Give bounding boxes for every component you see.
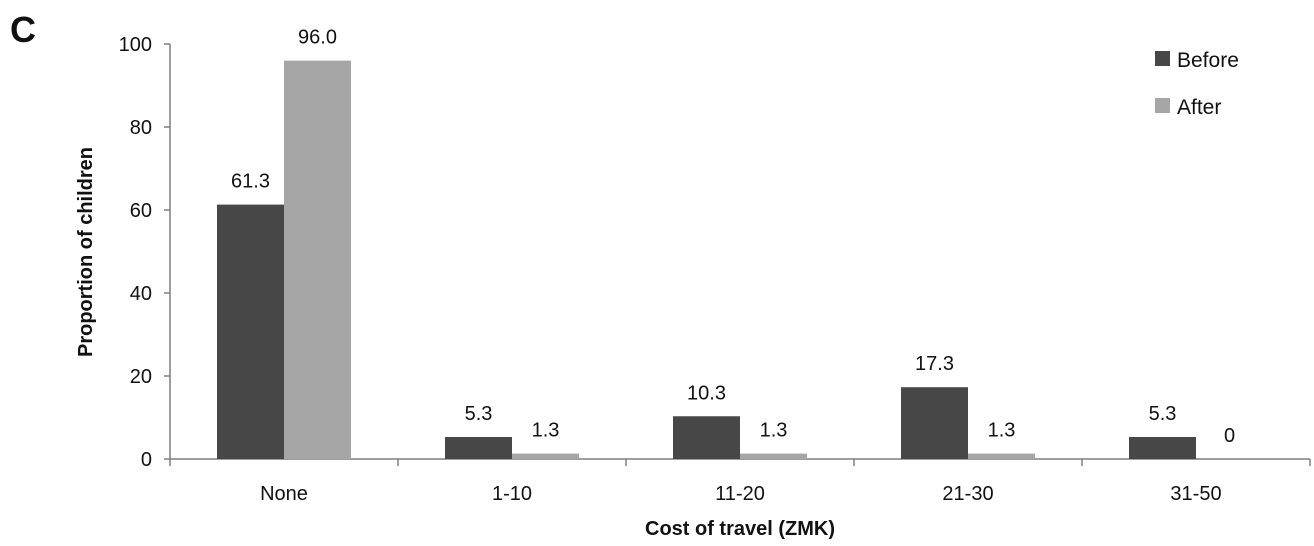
data-label: 96.0	[298, 27, 337, 49]
bars	[217, 60, 1196, 459]
y-tick-label: 0	[141, 449, 152, 471]
data-labels: 61.3 5.3 10.3 17.3 5.3 96.0 1.3 1.3 1.3 0	[231, 27, 1235, 447]
x-tick-label: 1-10	[492, 483, 532, 505]
x-axis-title: Cost of travel (ZMK)	[645, 518, 835, 540]
bar-before-1-10	[445, 437, 512, 459]
y-axis: 0 20 40 60 80 100	[119, 34, 171, 471]
data-label: 10.3	[687, 382, 726, 404]
y-tick-label: 20	[130, 366, 152, 388]
data-label: 0	[1224, 425, 1235, 447]
bar-after-none	[284, 60, 351, 459]
bar-after-21-30	[968, 453, 1035, 459]
bar-before-none	[217, 204, 284, 459]
x-tick-label: 11-20	[715, 483, 765, 505]
bar-before-21-30	[901, 387, 968, 459]
data-label: 1.3	[532, 420, 560, 442]
legend-swatch-before	[1155, 51, 1170, 66]
bar-before-31-50	[1129, 437, 1196, 459]
bar-after-1-10	[512, 453, 579, 459]
y-tick-label: 40	[130, 283, 152, 305]
x-tick-label: None	[260, 483, 308, 505]
data-label: 17.3	[915, 353, 954, 375]
data-label: 5.3	[465, 403, 493, 425]
y-tick-label: 100	[119, 34, 152, 56]
y-tick-label: 80	[130, 117, 152, 139]
x-axis: None 1-10 11-20 21-30 31-50	[169, 458, 1311, 505]
y-tick-label: 60	[130, 200, 152, 222]
panel-label: C	[10, 9, 36, 50]
data-label: 61.3	[231, 171, 270, 193]
data-label: 1.3	[760, 420, 788, 442]
x-tick-label: 31-50	[1170, 483, 1221, 505]
legend: Before After	[1155, 49, 1239, 119]
legend-label-before: Before	[1177, 49, 1239, 72]
bar-after-11-20	[740, 453, 807, 459]
y-axis-title: Proportion of children	[75, 147, 97, 357]
legend-label-after: After	[1177, 96, 1221, 119]
legend-swatch-after	[1155, 98, 1170, 113]
data-label: 5.3	[1149, 403, 1177, 425]
bar-before-11-20	[673, 416, 740, 459]
data-label: 1.3	[988, 420, 1016, 442]
x-tick-label: 21-30	[942, 483, 993, 505]
